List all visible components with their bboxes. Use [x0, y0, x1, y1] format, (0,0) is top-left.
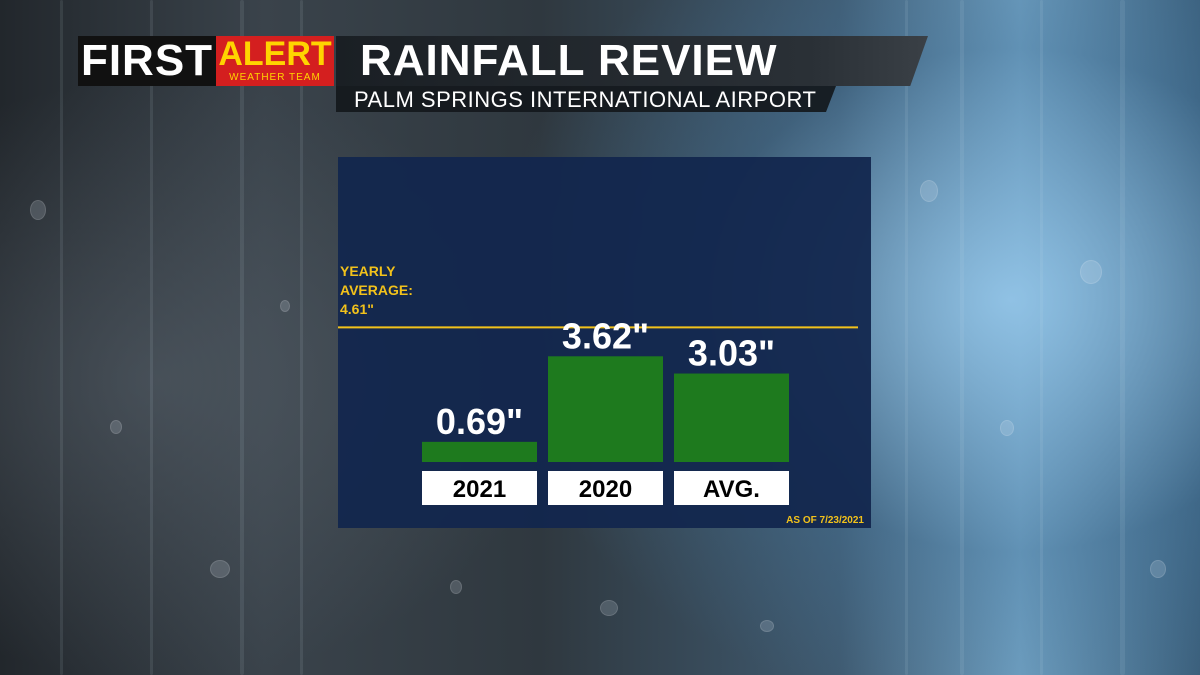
data-label: 0.69": [436, 401, 523, 442]
chart-subtitle: PALM SPRINGS INTERNATIONAL AIRPORT: [354, 87, 817, 112]
bar-2021: [422, 441, 537, 462]
category-label: 2020: [579, 476, 632, 503]
logo-first-text: FIRST: [78, 36, 216, 86]
chart-panel: YEARLY AVERAGE: 4.61" 0.69" 2021 3.62" 2020 3.0…: [338, 157, 871, 528]
logo-alert-badge: ALERT WEATHER TEAM: [216, 36, 334, 86]
chart-title: RAINFALL REVIEW: [360, 36, 778, 85]
category-label-box: [548, 471, 663, 505]
header-banner: FIRST ALERT WEATHER TEAM: [78, 36, 928, 86]
data-label: 3.62": [562, 315, 649, 356]
category-label: AVG.: [703, 476, 760, 503]
bar-chart: YEARLY AVERAGE: 4.61" 0.69" 2021 3.62" 2020 3.0…: [338, 263, 864, 526]
category-label-box: [674, 471, 789, 505]
yearly-average-label-line: 4.61": [340, 301, 374, 317]
subtitle-bar: [336, 86, 836, 112]
logo-alert-text: ALERT: [218, 35, 332, 73]
bar-2020: [548, 356, 663, 462]
category-label: 2021: [453, 476, 506, 503]
as-of-date-footnote: AS OF 7/23/2021: [786, 515, 864, 526]
yearly-average-label-line: AVERAGE:: [340, 282, 413, 298]
category-label-box: [422, 471, 537, 505]
data-label: 3.03": [688, 333, 775, 374]
title-bar: [336, 36, 928, 86]
logo-weather-team-text: WEATHER TEAM: [229, 72, 321, 83]
yearly-average-label-line: YEARLY: [340, 263, 396, 279]
bar-avg: [674, 373, 789, 462]
